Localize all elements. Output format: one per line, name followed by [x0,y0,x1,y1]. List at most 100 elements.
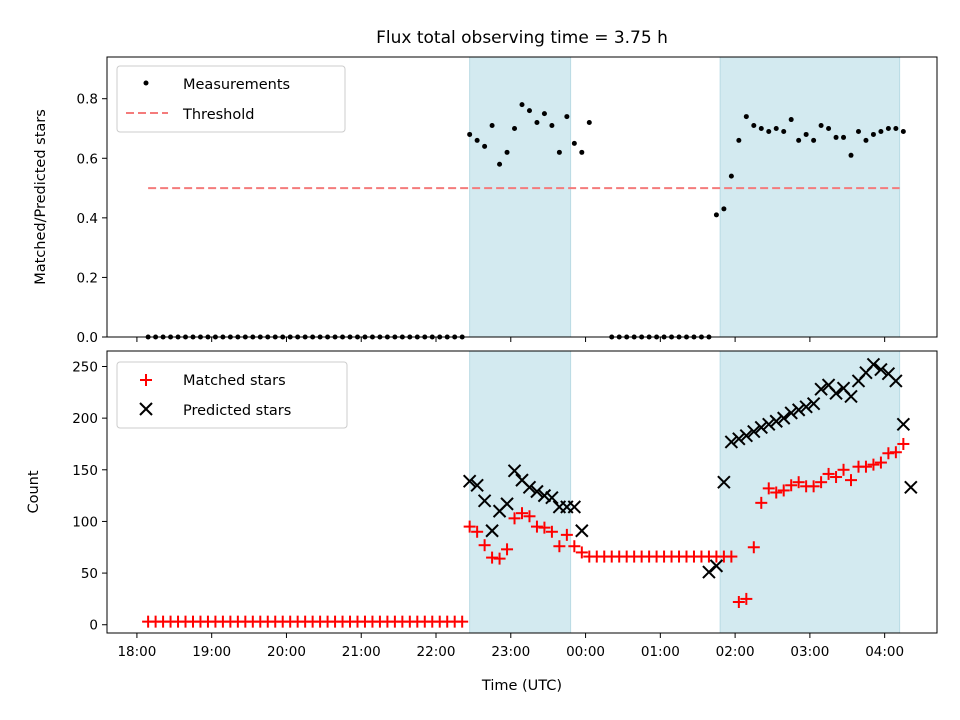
predicted-star-point [470,478,484,492]
shaded-interval-1 [719,350,901,634]
predicted-star-point [522,480,537,495]
matched-star-point [777,484,790,497]
x-axis-label: Time (UTC) [481,678,562,694]
matched-star-point [508,512,521,525]
predicted-star-point [575,524,589,538]
predicted-star-point [844,389,858,404]
matched-star-point [530,520,543,533]
predicted-star-point [866,357,881,372]
predicted-star-point [791,403,806,417]
x-tick-label: 23:00 [491,644,530,660]
measurement-point [713,212,719,218]
x-tick-label: 01:00 [641,644,680,660]
measurement-point [549,123,555,129]
measurement-point [870,131,876,137]
measurement-point [489,123,495,129]
measurement-point [571,140,577,146]
bottom-x-ticks: 18:00 19:00 20:00 21:00 22:00 23:00 00:00 01:00… [117,633,904,660]
matched-star-point [882,447,895,460]
measurement-point [736,137,742,143]
matched-star-point [874,456,887,469]
matched-star-point [545,525,558,538]
measurement-point [781,128,787,134]
matched-star-point [889,446,902,459]
y-tick-label: 0.8 [77,92,98,108]
predicted-star-point [806,396,821,411]
predicted-star-point [567,500,582,514]
predicted-stars-points [462,357,918,579]
measurement-point [766,128,772,134]
x-tick-label: 19:00 [192,644,231,660]
x-tick-label: 21:00 [342,644,381,660]
matched-star-point [516,507,528,520]
measurement-point [728,173,734,179]
y-tick-label: 0.4 [77,211,98,227]
legend-threshold-label: Threshold [182,107,254,123]
matched-star-point [560,528,573,541]
measurement-point [773,125,779,131]
top-shaded-regions [469,56,901,338]
shaded-interval-1 [719,56,901,338]
matched-star-point [486,551,499,564]
matched-star-point [837,463,850,476]
matched-stars-points [142,437,910,628]
measurement-point [482,143,488,149]
measurement-point [751,123,757,129]
matched-star-point [785,479,798,492]
legend-predicted-marker [139,402,153,416]
predicted-star-point [545,490,559,505]
y-tick-label: 50 [81,566,98,582]
matched-star-point [493,552,506,565]
predicted-star-point [724,435,739,449]
predicted-star-point [500,497,514,511]
measurement-point [826,125,832,131]
measurement-point [541,111,547,117]
measurement-point [526,108,532,114]
measurement-point [818,123,824,129]
chart-title: Flux total observing time = 3.75 h [376,28,668,48]
matched-star-point [575,546,588,559]
matched-star-point [755,496,768,509]
measurement-point [863,137,869,143]
shaded-interval-0 [469,350,572,634]
x-tick-label: 04:00 [865,644,904,660]
predicted-star-point [747,424,761,439]
measurement-point [758,125,764,131]
predicted-star-point [777,411,791,425]
predicted-star-point [874,362,888,377]
matched-star-point [463,520,476,533]
measurement-point [519,102,525,108]
matched-star-point [740,592,753,605]
matched-star-point [867,458,880,471]
matched-star-point [501,543,514,556]
legend-predicted-label: Predicted stars [183,403,291,419]
predicted-star-point [754,420,768,435]
matched-star-point [732,596,745,609]
measurement-point [900,128,906,134]
measurement-point [721,206,727,212]
x-tick-label: 03:00 [790,644,829,660]
matched-star-point [471,525,484,538]
predicted-star-point [462,474,477,488]
predicted-star-point [530,484,544,499]
predicted-star-point [769,414,783,428]
measurement-point [848,152,854,158]
matched-star-point [538,521,551,534]
measurement-point [811,137,817,143]
matched-star-point [897,437,910,450]
predicted-star-point [904,480,918,495]
y-tick-label: 250 [72,359,98,375]
predicted-star-point [732,432,746,446]
bottom-legend-box [116,361,348,429]
predicted-star-point [896,417,911,432]
matched-star-point [762,482,775,495]
bottom-shaded-regions [469,350,901,634]
x-tick-label: 18:00 [117,644,156,660]
matched-star-point [815,476,828,489]
measurement-point [512,125,518,131]
top-axes-frame [106,56,938,338]
predicted-star-point [485,524,499,538]
top-panel: 0.00.20.40.60.8 Matched/Predicted stars … [33,56,938,346]
bottom-y-axis-label: Count [26,470,42,513]
